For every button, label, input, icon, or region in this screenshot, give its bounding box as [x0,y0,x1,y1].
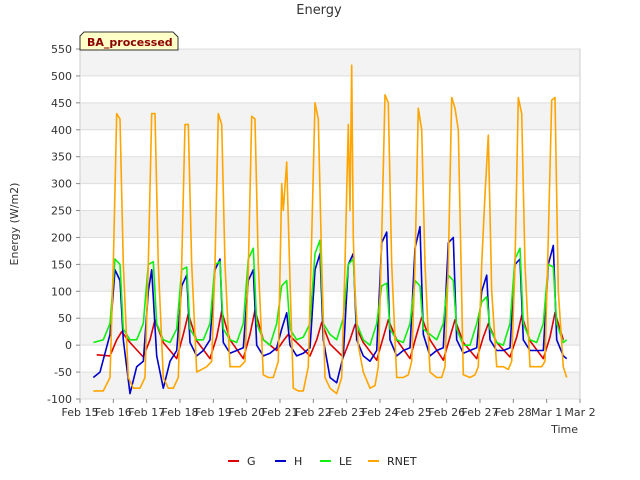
x-tick-label: Mar 1 [531,406,562,419]
y-tick-label: 500 [51,70,72,83]
x-tick-label: Feb 17 [128,406,165,419]
x-tick-label: Feb 22 [295,406,332,419]
background-band [80,156,580,184]
x-tick-label: Feb 21 [262,406,299,419]
series-lines [92,64,568,395]
x-tick-label: Feb 15 [62,406,99,419]
x-tick-label: Feb 27 [462,406,499,419]
y-tick-label: 0 [65,339,72,352]
background-band [80,102,580,130]
y-tick-label: 550 [51,43,72,56]
y-tick-label: 450 [51,97,72,110]
badge: BA_processed [79,31,179,51]
x-tick-label: Feb 20 [228,406,265,419]
background-band [80,49,580,76]
y-tick-label: -50 [54,366,72,379]
y-tick-label: 200 [51,231,72,244]
x-tick-label: Feb 19 [195,406,232,419]
series-line-le [93,239,568,347]
legend-label-h: H [294,455,302,468]
background-band [80,264,580,292]
y-tick-label: -100 [47,393,72,406]
x-tick-label: Feb 23 [328,406,365,419]
y-tick-label: 150 [51,258,72,271]
legend: G H LE RNET [228,455,417,468]
x-tick-label: Feb 26 [428,406,465,419]
y-tick-label: 250 [51,205,72,218]
x-tick-label: Feb 28 [495,406,532,419]
badge-box [79,31,179,51]
y-axis-title: Energy (W/m2) [8,183,21,266]
series-line-h [92,225,568,395]
background-band [80,210,580,238]
y-tick-label: 50 [58,312,72,325]
x-tick-label: Mar 2 [564,406,595,419]
series-line-rnet [93,64,568,395]
y-tick-label: 350 [51,151,72,164]
gridlines [80,48,580,400]
x-tick-label: Feb 25 [395,406,432,419]
legend-label-rnet: RNET [387,455,417,468]
x-tick-label: Feb 16 [95,406,132,419]
x-tick-label: Feb 18 [162,406,199,419]
legend-label-le: LE [339,455,352,468]
plot-background-bands [80,49,580,399]
badge-label: BA_processed [87,36,173,49]
y-tick-label: 400 [51,124,72,137]
y-tick-label: 300 [51,178,72,191]
legend-label-g: G [247,455,256,468]
x-axis-title: Time [550,423,578,436]
x-tick-label: Feb 24 [362,406,399,419]
chart-title: Energy [296,3,342,18]
y-axis-ticks: -100 -50 0 50 100 150 200 250 300 350 400 450 500 550 [47,43,80,406]
y-tick-label: 100 [51,285,72,298]
